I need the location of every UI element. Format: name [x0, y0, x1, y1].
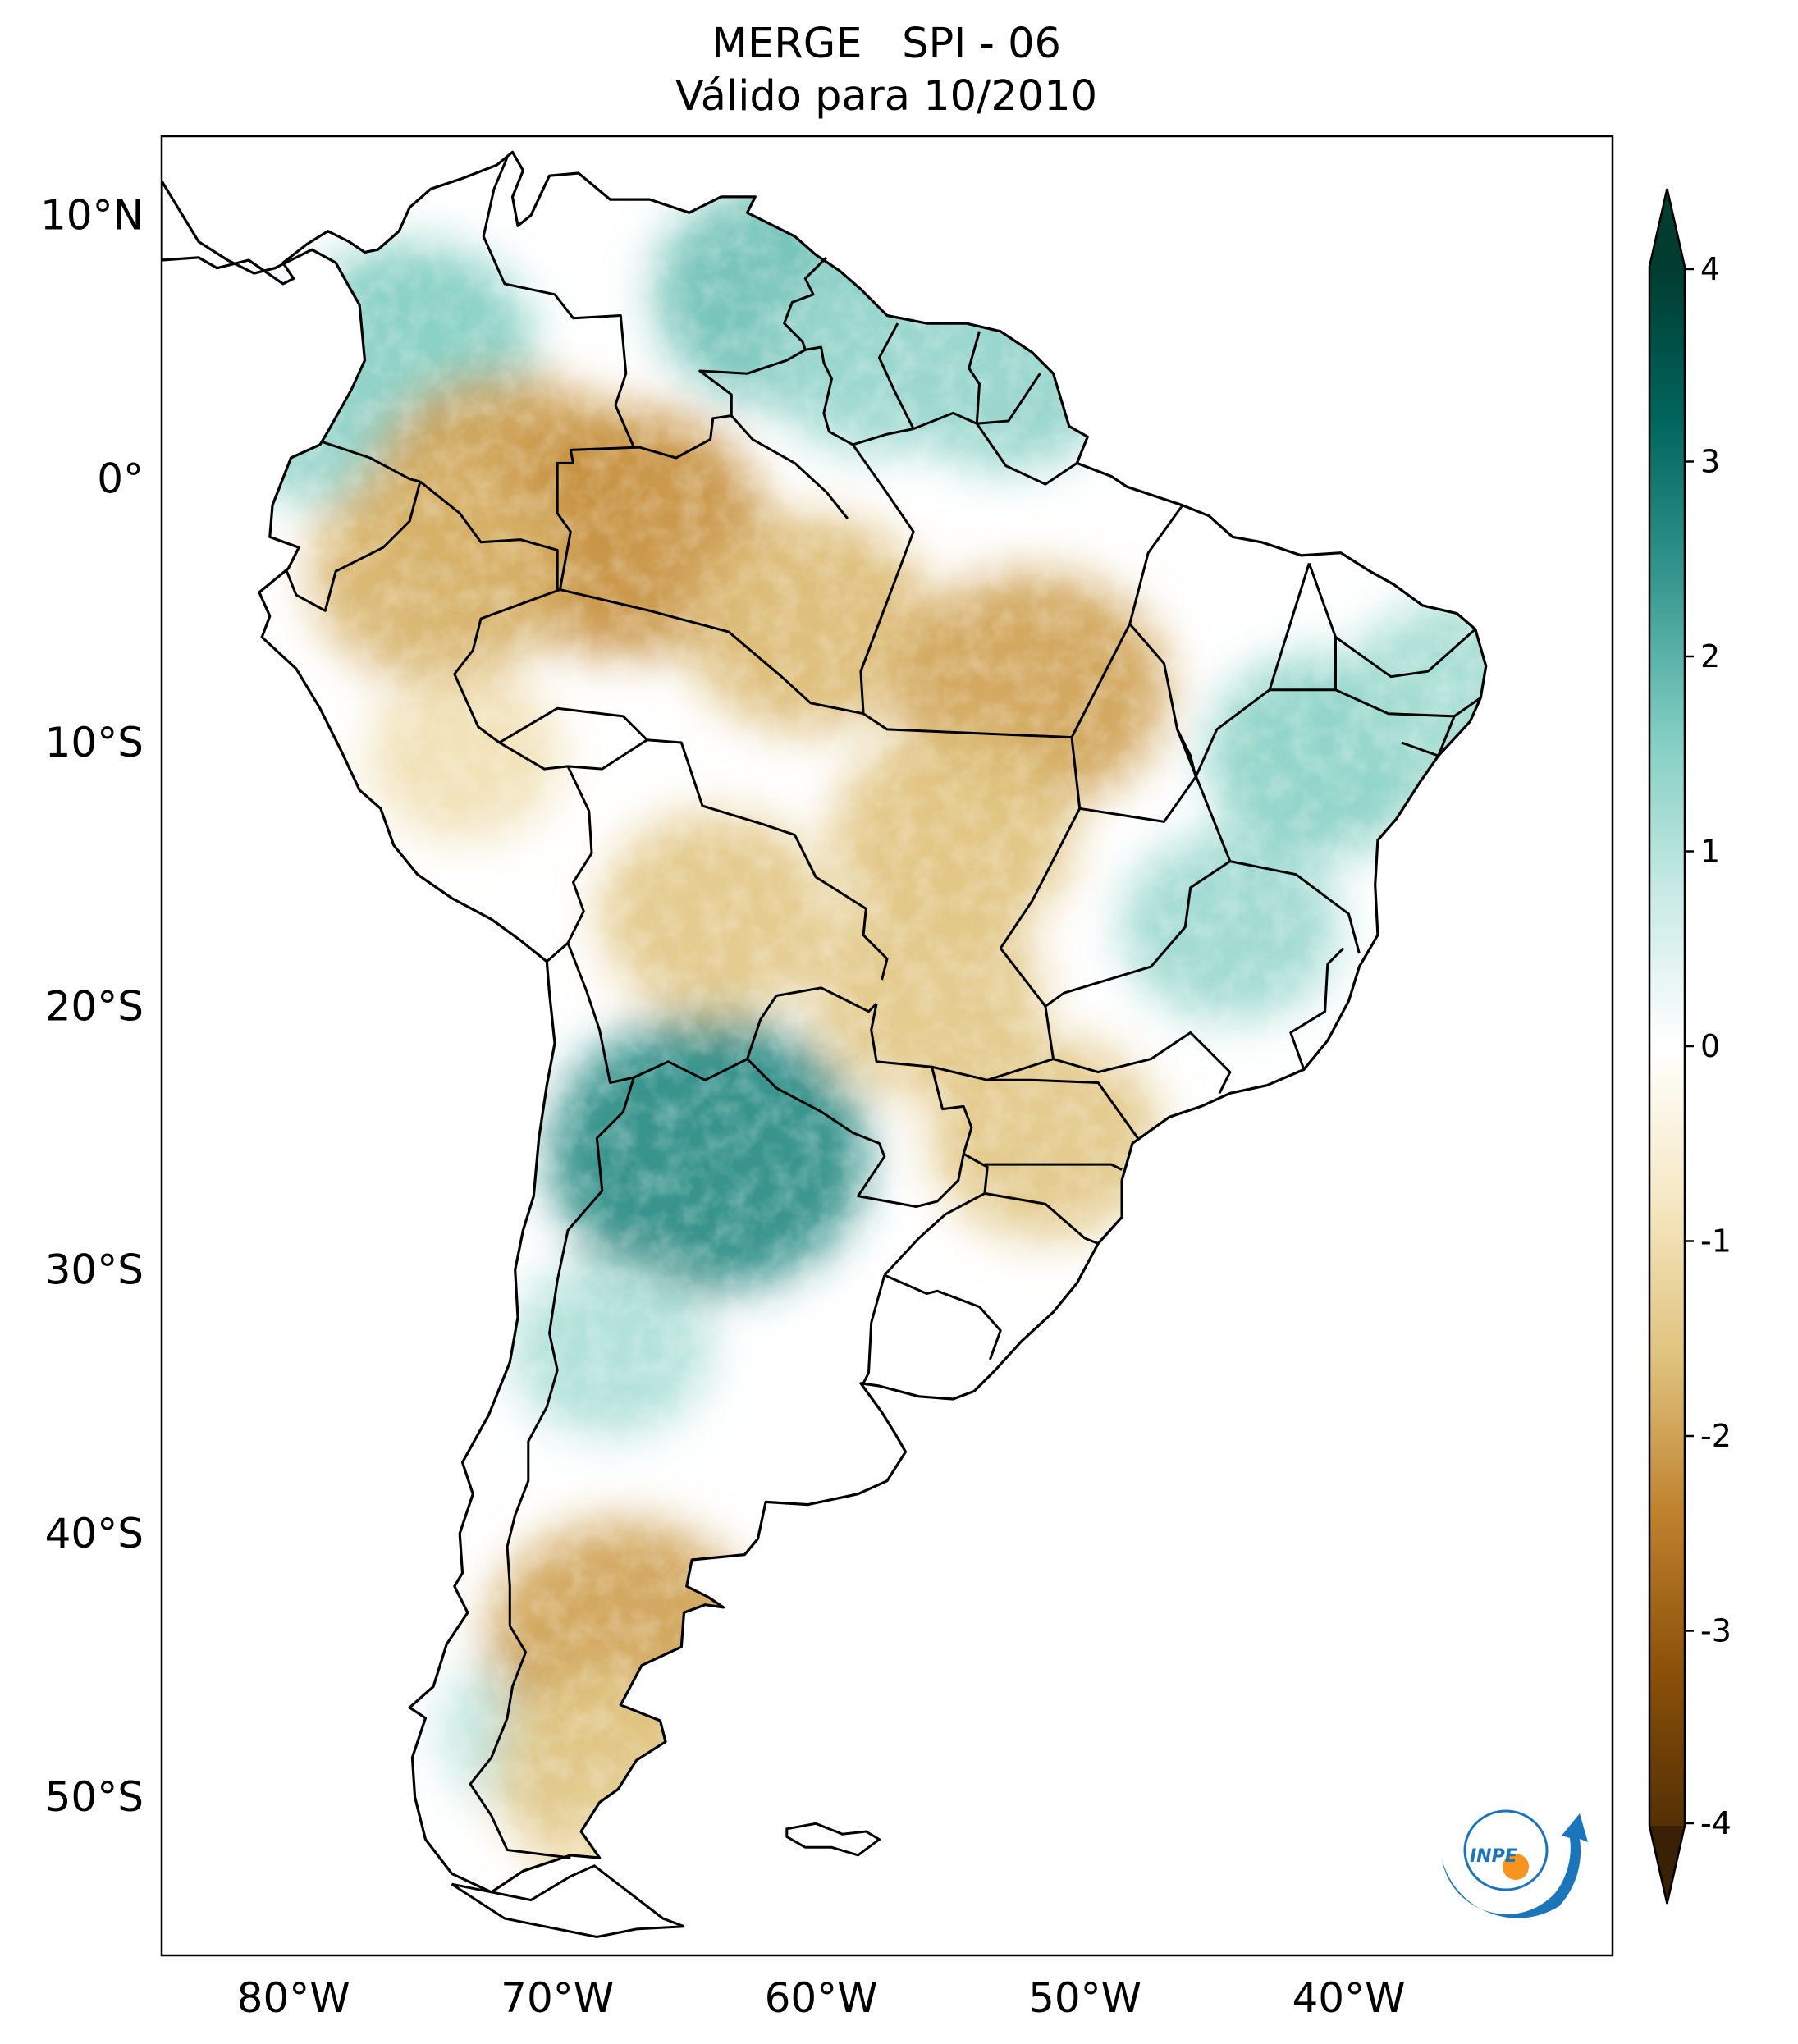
continent-coastline [162, 150, 1488, 1894]
lat-tick-label: 40°S [45, 1510, 144, 1557]
border-line [976, 423, 1078, 486]
border-line [746, 986, 878, 1060]
lat-tick-label: 10°S [45, 719, 144, 766]
title-line-1: MERGE SPI - 06 [711, 20, 1061, 68]
border-line [746, 1058, 965, 1208]
lon-tick-label: 60°W [765, 1974, 878, 2022]
border-line [556, 446, 639, 590]
lon-tick-label: 80°W [237, 1974, 350, 2022]
colorbar-tick-label: 1 [1700, 834, 1720, 870]
border-line [482, 157, 639, 449]
map-frame [160, 135, 1614, 1957]
border-line [1289, 947, 1345, 1070]
colorbar-tick-label: -3 [1700, 1613, 1732, 1649]
border-line [1270, 562, 1337, 692]
border-line [783, 256, 828, 350]
colorbar: 4 3 2 1 0 -1 -2 -3 -4 [1648, 188, 1732, 1905]
lat-tick-label: 50°S [45, 1773, 144, 1821]
colorbar-gradient [1649, 267, 1685, 1826]
title-line-2: Válido para 10/2010 [675, 72, 1098, 121]
border-line [284, 481, 422, 612]
logo-sun-icon [1503, 1854, 1529, 1880]
border-line [1334, 628, 1476, 679]
border-line [1334, 688, 1482, 718]
border-line [322, 441, 421, 483]
border-line [566, 942, 634, 1084]
border-line [977, 373, 1041, 425]
border-line [1079, 623, 1197, 823]
border-line [884, 1273, 1002, 1360]
border-line [546, 942, 569, 963]
map-title: MERGE SPI - 06 Válido para 10/2010 [160, 18, 1613, 123]
border-line [1053, 1031, 1232, 1094]
border-line [877, 322, 915, 430]
colorbar-tick-label: 0 [1700, 1028, 1720, 1064]
border-line [567, 738, 889, 981]
border-line [862, 712, 1082, 949]
border-line [862, 1274, 886, 1384]
islands [451, 1822, 882, 1939]
lat-tick-label: 30°S [45, 1246, 144, 1294]
tierra-del-fuego [451, 1864, 685, 1939]
land-area [162, 152, 1486, 1892]
lat-tick-label: 20°S [45, 982, 144, 1030]
border-line [419, 480, 559, 590]
colorbar-tick-label: 2 [1700, 638, 1720, 674]
colorbar-tick-label: 3 [1700, 444, 1720, 480]
border-line [851, 444, 915, 714]
border-line [560, 588, 864, 716]
border-line [984, 1163, 1123, 1171]
border-line [638, 348, 807, 460]
border-line [730, 414, 849, 519]
border-line [1401, 716, 1456, 757]
colorbar-outline [1648, 188, 1686, 1905]
colorbar-tick-label: -4 [1700, 1805, 1732, 1841]
colorbar-tick-label: -2 [1700, 1418, 1732, 1454]
border-line [453, 588, 569, 771]
border-line [805, 345, 914, 446]
border-line [498, 706, 648, 744]
colorbar-extend-max [1649, 189, 1685, 267]
border-line [984, 1191, 1099, 1245]
colorbar-extend-min [1649, 1826, 1685, 1904]
political-borders [284, 157, 1482, 1859]
lat-tick-label: 10°N [40, 191, 144, 239]
longitude-axis: 80°W 70°W 60°W 50°W 40°W [237, 1974, 1406, 2022]
border-line [1194, 563, 1311, 778]
border-line [987, 1078, 1139, 1139]
logo-swoosh-icon [1442, 1813, 1588, 1918]
logo-orbit-icon [1463, 1809, 1549, 1891]
lat-tick-label: 0° [97, 455, 144, 503]
lon-tick-label: 40°W [1292, 1974, 1405, 2022]
border-line [883, 1152, 989, 1277]
border-line [1229, 860, 1361, 954]
lon-tick-label: 70°W [501, 1974, 614, 2022]
colorbar-ticks: 4 3 2 1 0 -1 -2 -3 -4 [1685, 251, 1732, 1841]
falkland-islands [785, 1822, 882, 1857]
lon-tick-label: 50°W [1028, 1974, 1141, 2022]
map-plot-area: 10°N 0° 10°S 20°S 30°S 40°S 50°S 80°W 70°W 60°W 5… [40, 135, 1614, 2022]
colorbar-tick-label: -1 [1700, 1223, 1732, 1260]
border-line [870, 1003, 973, 1155]
inpe-logo: INPE [1442, 1809, 1588, 1918]
colorbar-tick-label: 4 [1700, 251, 1720, 287]
latitude-axis: 10°N 0° 10°S 20°S 30°S 40°S 50°S [40, 191, 144, 1821]
border-line [469, 1077, 635, 1859]
border-line [566, 766, 593, 944]
logo-text: INPE [1470, 1846, 1517, 1867]
border-line [913, 331, 981, 430]
border-line [1070, 504, 1184, 738]
border-line [633, 1058, 748, 1081]
